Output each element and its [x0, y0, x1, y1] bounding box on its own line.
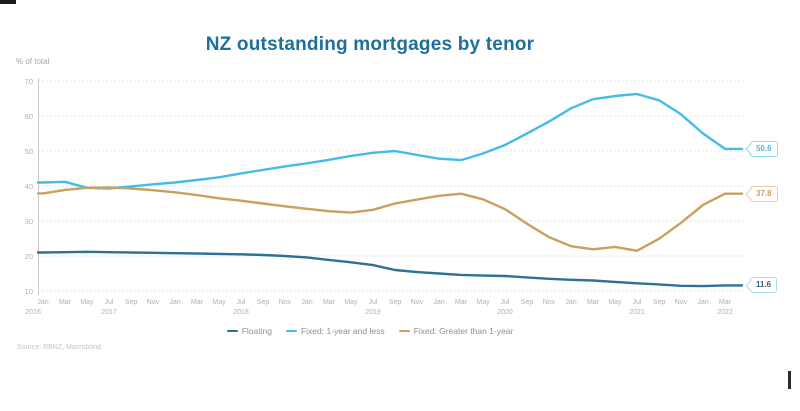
- x-month-label: Nov: [146, 299, 160, 306]
- value-callout-fixed-1-year-and-less: 50.6: [745, 140, 778, 157]
- x-month-label: May: [212, 299, 226, 306]
- x-month-label: Jan: [301, 299, 313, 306]
- x-month-label: Sep: [124, 299, 138, 306]
- x-month-label: Mar: [58, 299, 72, 306]
- y-tick-label-20: 20: [24, 251, 33, 261]
- value-callout-floating: 11.6: [745, 277, 778, 294]
- x-month-label: Jul: [632, 299, 642, 306]
- y-axis-unit-label: % of total: [16, 57, 50, 66]
- y-tick-label-30: 30: [24, 216, 33, 226]
- x-month-label: Sep: [652, 299, 666, 306]
- x-month-label: May: [608, 299, 622, 306]
- legend-swatch-icon: [285, 329, 297, 333]
- x-month-label: Jan: [169, 299, 181, 306]
- x-month-label: Mar: [718, 299, 732, 306]
- legend-label: Fixed: 1-year and less: [300, 326, 385, 336]
- y-tick-label-50: 50: [24, 146, 33, 156]
- text-cursor: [788, 371, 791, 389]
- series-line-fixed-1-year-and-less: [36, 92, 744, 190]
- x-month-label: Nov: [542, 299, 556, 306]
- series-line-floating: [36, 250, 744, 288]
- y-tick-label-40: 40: [24, 181, 33, 191]
- x-month-label: Jul: [236, 299, 246, 306]
- x-month-label: Nov: [674, 299, 688, 306]
- x-month-label: Jul: [500, 299, 510, 306]
- x-year-label-2017: 2017: [101, 309, 117, 316]
- legend-item-fixed-greater-than-1-year: Fixed: Greater than 1-year: [398, 326, 514, 336]
- x-month-label: Sep: [256, 299, 270, 306]
- x-month-label: May: [80, 299, 94, 306]
- x-month-label: Jan: [37, 299, 49, 306]
- x-month-label: Jul: [368, 299, 378, 306]
- x-year-label-2016: 2016: [25, 309, 41, 316]
- x-year-label-2019: 2019: [365, 309, 381, 316]
- y-tick-label-60: 60: [24, 111, 33, 121]
- x-month-label: Nov: [410, 299, 424, 306]
- chart-legend: Floating Fixed: 1-year and less Fixed: Gre…: [0, 326, 740, 336]
- x-month-label: Sep: [520, 299, 534, 306]
- x-year-label-2021: 2021: [629, 309, 645, 316]
- chart-title: NZ outstanding mortgages by tenor: [205, 34, 535, 55]
- x-month-label: Jan: [433, 299, 445, 306]
- x-year-label-2022: 2022: [717, 309, 733, 316]
- x-year-label-2018: 2018: [233, 309, 249, 316]
- x-month-label: Mar: [190, 299, 204, 306]
- legend-label: Fixed: Greater than 1-year: [413, 326, 514, 336]
- x-month-label: Mar: [322, 299, 336, 306]
- legend-label: Floating: [241, 326, 272, 336]
- legend-swatch-icon: [226, 329, 238, 333]
- window-edge-artifact: [0, 0, 16, 4]
- y-tick-label-70: 70: [24, 76, 33, 86]
- source-label: Source: RBNZ, Macrobond: [17, 344, 102, 351]
- x-month-label: Jan: [697, 299, 709, 306]
- x-month-label: Mar: [586, 299, 600, 306]
- y-tick-label-10: 10: [24, 286, 33, 296]
- x-month-label: Jan: [565, 299, 577, 306]
- x-month-label: Nov: [278, 299, 292, 306]
- x-month-label: Sep: [388, 299, 402, 306]
- x-month-label: Mar: [454, 299, 468, 306]
- value-callout-fixed-greater-than-1-year: 37.8: [745, 185, 778, 202]
- legend-swatch-icon: [398, 329, 410, 333]
- x-month-label: May: [344, 299, 358, 306]
- x-month-label: Jul: [104, 299, 114, 306]
- legend-item-floating: Floating: [226, 326, 272, 336]
- series-line-fixed-greater-than-1-year: [36, 186, 744, 253]
- legend-item-fixed-1-year-and-less: Fixed: 1-year and less: [285, 326, 385, 336]
- x-year-label-2020: 2020: [497, 309, 513, 316]
- x-month-label: May: [476, 299, 490, 306]
